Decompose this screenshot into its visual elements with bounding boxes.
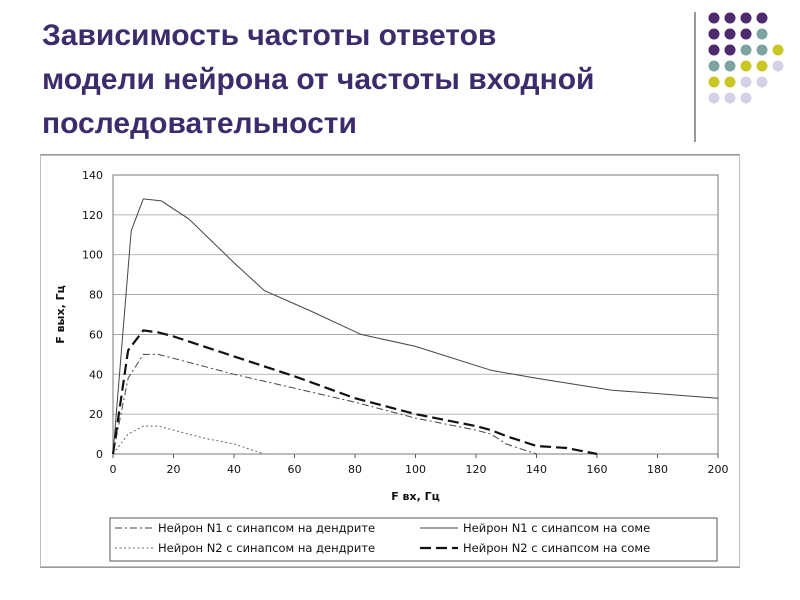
y-tick-label: 60: [89, 328, 103, 341]
chart-top-rule: [40, 154, 740, 155]
decorative-dot: [772, 44, 784, 56]
decorative-dot: [724, 44, 736, 56]
line-chart: 0 20 40 60 80 100 120 140 0 20 40 60 80 100 120 140 160 1…: [40, 155, 740, 567]
x-tick-label: 20: [167, 463, 181, 476]
legend-label-4: Нейрон N2 с синапсом на соме: [463, 541, 650, 555]
decorative-dot: [756, 12, 768, 24]
x-tick-label: 160: [587, 463, 608, 476]
x-tick-label: 120: [466, 463, 487, 476]
y-tick-label: 40: [89, 368, 103, 381]
decorative-dot: [724, 92, 736, 104]
y-tick-label: 20: [89, 408, 103, 421]
legend-box: [109, 517, 718, 562]
x-tick-label: 140: [526, 463, 547, 476]
decorative-dot: [724, 12, 736, 24]
decorative-dot: [740, 44, 752, 56]
decorative-dot: [708, 44, 720, 56]
y-tick-label: 140: [82, 169, 103, 182]
series-line-2: [112, 198, 719, 455]
decorative-dot: [756, 28, 768, 40]
legend-label-3: Нейрон N2 с синапсом на дендрите: [158, 541, 375, 555]
x-tick-label: 60: [288, 463, 302, 476]
legend-label-1: Нейрон N1 с синапсом на дендрите: [158, 521, 375, 535]
decorative-dot: [740, 28, 752, 40]
decorative-dot: [756, 76, 768, 88]
x-axis-title: F вх, Гц: [391, 490, 440, 503]
decorative-dot: [756, 44, 768, 56]
decorative-dot: [724, 28, 736, 40]
y-tick-label: 0: [96, 448, 103, 461]
decorative-dot: [708, 12, 720, 24]
x-tick-label: 80: [348, 463, 362, 476]
x-tick-label: 0: [110, 463, 117, 476]
decorative-dot: [756, 60, 768, 72]
plot-area: [112, 174, 719, 455]
series-line-3: [112, 425, 265, 455]
decorative-dot: [708, 28, 720, 40]
decorative-vertical-rule: [694, 12, 696, 142]
decorative-dot: [740, 60, 752, 72]
series-line-1: [112, 353, 537, 455]
x-tick-label: 100: [405, 463, 426, 476]
y-axis-title: F вых, Гц: [54, 285, 67, 344]
y-tick-label: 80: [89, 289, 103, 302]
y-tick-label: 100: [82, 249, 103, 262]
slide-title-line-2: модели нейрона от частоты входной: [42, 63, 595, 96]
decorative-dot: [740, 76, 752, 88]
x-tick-label: 40: [227, 463, 241, 476]
series-line-4: [111, 329, 598, 456]
slide-title: Зависимость частоты ответов модели нейро…: [42, 14, 702, 146]
x-tick-label: 180: [647, 463, 668, 476]
chart-container: 0 20 40 60 80 100 120 140 0 20 40 60 80 100 120 140 160 1…: [40, 155, 740, 568]
decorative-dot: [708, 60, 720, 72]
decorative-dot: [740, 12, 752, 24]
decorative-dot: [724, 60, 736, 72]
legend-label-2: Нейрон N1 с синапсом на соме: [463, 521, 650, 535]
slide-title-line-1: Зависимость частоты ответов: [42, 19, 497, 52]
y-tick-label: 120: [82, 209, 103, 222]
decorative-dot: [724, 76, 736, 88]
decorative-dot: [708, 92, 720, 104]
decorative-dot: [708, 76, 720, 88]
decorative-dot: [740, 92, 752, 104]
decorative-dot: [772, 60, 784, 72]
slide-title-line-3: последовательности: [42, 107, 357, 140]
x-tick-label: 200: [708, 463, 729, 476]
chart-frame: [40, 155, 740, 567]
